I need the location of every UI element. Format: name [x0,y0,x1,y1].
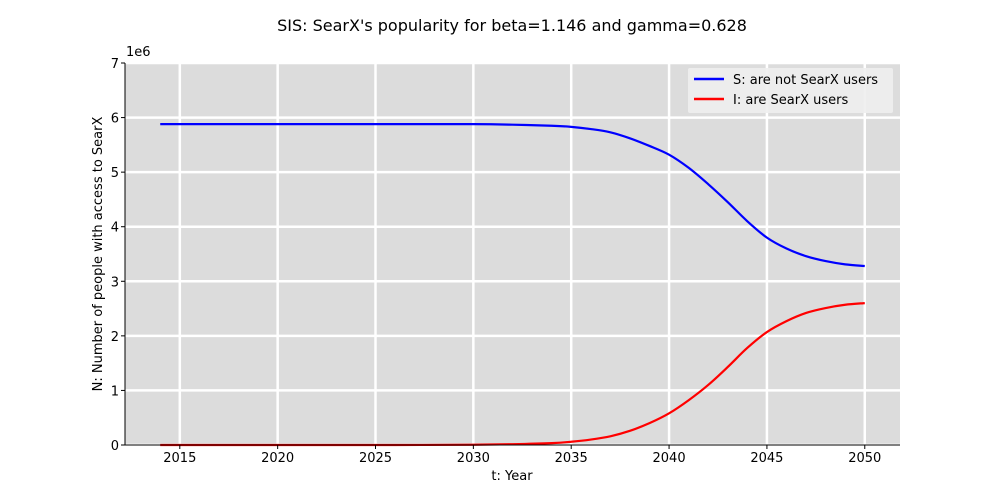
grid [125,61,900,447]
y-tick-label: 7 [111,57,119,72]
series-line-0 [160,122,865,268]
x-tick-label: 2015 [163,451,196,466]
x-tick-label: 2050 [848,451,881,466]
legend-label-i: I: are SearX users [733,93,848,108]
y-tick-label: 4 [111,221,119,236]
x-tick-label: 2035 [555,451,588,466]
plot-area [125,63,900,445]
y-scale-label: 1e6 [126,45,151,60]
legend: S: are not SearX users I: are SearX user… [688,68,893,113]
y-tick-label: 1 [111,384,119,399]
x-axis-label: t: Year [491,469,533,484]
legend-label-s: S: are not SearX users [733,73,878,88]
y-tick-label: 6 [111,112,119,127]
x-tick-label: 2040 [653,451,686,466]
legend-box [688,68,893,113]
chart-title: SIS: SearX's popularity for beta=1.146 a… [277,16,747,35]
x-tick-label: 2020 [261,451,294,466]
x-ticks: 2015 2020 2025 2030 2035 2040 2045 2050 [163,445,881,466]
y-ticks: 0 1 2 3 4 5 6 7 [111,57,125,454]
y-tick-label: 3 [111,275,119,290]
y-tick-label: 5 [111,166,119,181]
x-tick-label: 2025 [359,451,392,466]
x-tick-label: 2045 [750,451,783,466]
y-tick-label: 2 [111,330,119,345]
x-tick-label: 2030 [457,451,490,466]
y-axis-label: N: Number of people with access to SearX [91,117,106,392]
y-tick-label: 0 [111,439,119,454]
